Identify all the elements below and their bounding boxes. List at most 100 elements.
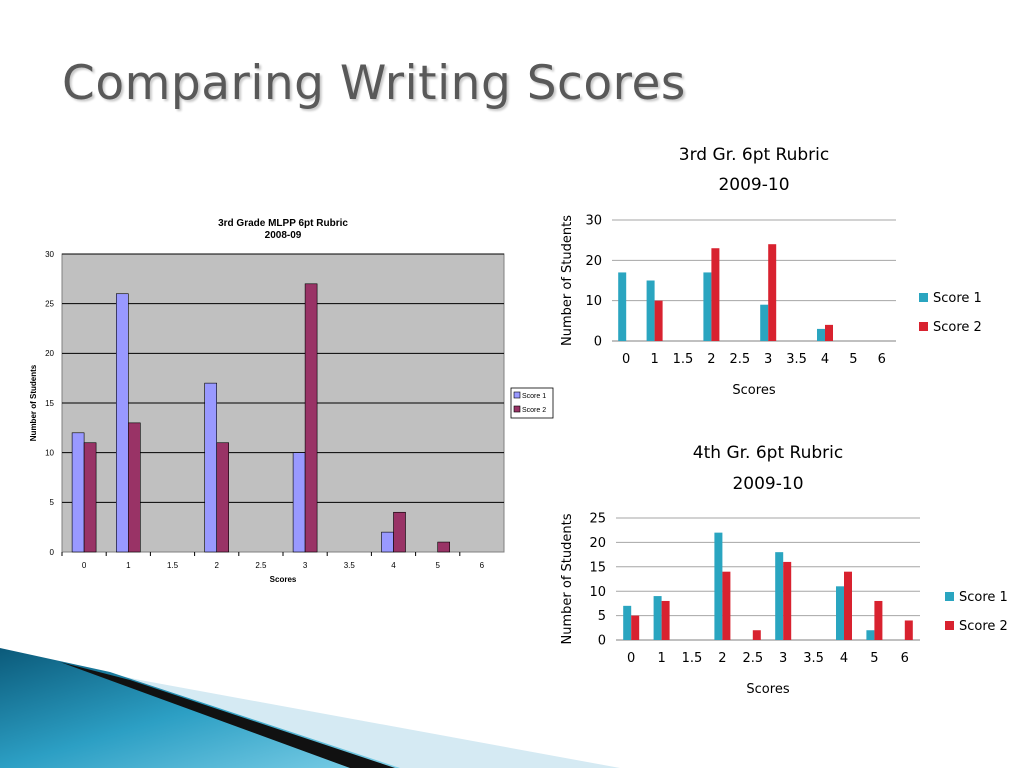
bar-score-2-2-5 <box>752 630 761 640</box>
x-tick-label: 2.5 <box>255 561 267 570</box>
chart-subtitle: 2009-10 <box>732 474 803 494</box>
y-tick-label: 10 <box>45 448 54 457</box>
bar-score-2-3 <box>783 561 792 640</box>
bar-score-2-1 <box>654 300 663 341</box>
legend-swatch-score-2 <box>919 322 928 331</box>
x-tick-label: 5 <box>849 352 857 367</box>
bar-score-1-1 <box>646 280 655 341</box>
y-tick-label: 15 <box>45 399 54 408</box>
legend-swatch-score-1 <box>919 293 928 302</box>
bar-score-1-1 <box>653 596 662 640</box>
bar-score-1-4 <box>381 531 394 553</box>
bar-score-2-4 <box>825 324 833 341</box>
chart-title: 4th Gr. 6pt Rubric <box>693 443 843 463</box>
x-tick-label: 6 <box>878 352 886 367</box>
decor-dark-swoosh <box>60 662 395 768</box>
y-tick-label: 30 <box>45 250 54 259</box>
bar-score-2-1 <box>661 600 670 640</box>
legend-label-score-2: Score 2 <box>933 320 982 335</box>
x-tick-label: 1 <box>657 651 665 666</box>
x-tick-label: 3 <box>303 561 308 570</box>
x-tick-label: 0 <box>627 651 635 666</box>
bar-score-2-2 <box>216 442 229 553</box>
bar-score-2-6 <box>904 620 913 640</box>
bar-score-1-5 <box>866 630 875 640</box>
bar-score-1-3 <box>775 552 784 640</box>
x-tick-label: 3.5 <box>344 561 356 570</box>
bar-score-1-4 <box>836 586 844 640</box>
bar-score-2-0 <box>83 442 97 553</box>
x-tick-label: 5 <box>435 561 440 570</box>
chart-3rd-grade-2008-09: 3rd Grade MLPP 6pt Rubric2008-0905101520… <box>29 218 554 584</box>
bar-score-1-3 <box>760 304 769 341</box>
x-tick-label: 2 <box>718 651 726 666</box>
y-axis-label: Number of Students <box>560 513 575 644</box>
x-tick-label: 4 <box>391 561 396 570</box>
bar-score-1-2 <box>204 382 217 553</box>
y-tick-label: 20 <box>585 254 602 269</box>
legend-label-score-2: Score 2 <box>959 619 1008 634</box>
bar-score-2-5 <box>437 541 451 553</box>
x-tick-label: 3.5 <box>786 352 807 367</box>
x-tick-label: 1 <box>650 352 658 367</box>
y-axis-label: Number of Students <box>29 364 38 441</box>
x-tick-label: 2.5 <box>742 651 763 666</box>
bar-score-2-3 <box>304 283 318 553</box>
y-tick-label: 20 <box>589 536 606 551</box>
legend-label-score-2: Score 2 <box>522 407 546 414</box>
y-tick-label: 5 <box>50 498 55 507</box>
x-tick-label: 0 <box>622 352 630 367</box>
bar-score-2-2 <box>722 571 731 640</box>
chart-subtitle: 2009-10 <box>718 175 789 195</box>
bar-score-2-4 <box>844 571 852 640</box>
y-tick-label: 25 <box>45 299 54 308</box>
bar-score-1-4 <box>817 328 825 341</box>
x-axis-label: Scores <box>746 682 789 697</box>
x-tick-label: 6 <box>901 651 909 666</box>
legend-label-score-1: Score 1 <box>933 291 982 306</box>
x-tick-label: 2.5 <box>729 352 750 367</box>
x-tick-label: 3.5 <box>803 651 824 666</box>
legend-label-score-1: Score 1 <box>959 590 1008 605</box>
chart-title: 3rd Gr. 6pt Rubric <box>679 145 829 165</box>
slide-title: Comparing Writing Scores <box>62 56 686 111</box>
x-tick-label: 3 <box>764 352 772 367</box>
y-tick-label: 30 <box>585 214 602 229</box>
y-tick-label: 0 <box>594 335 602 350</box>
bar-score-1-2 <box>703 272 712 341</box>
x-tick-label: 1 <box>126 561 131 570</box>
y-tick-label: 20 <box>45 349 54 358</box>
x-tick-label: 0 <box>82 561 87 570</box>
bar-score-2-1 <box>128 422 141 553</box>
x-tick-label: 1.5 <box>673 352 694 367</box>
legend-label-score-1: Score 1 <box>522 393 546 400</box>
x-axis-label: Scores <box>270 575 297 584</box>
legend-swatch-score-2 <box>945 621 954 630</box>
slide-corner-decoration <box>0 648 620 768</box>
y-tick-label: 0 <box>50 548 55 557</box>
chart-title: 3rd Grade MLPP 6pt Rubric <box>218 218 348 229</box>
x-tick-label: 6 <box>480 561 485 570</box>
y-tick-label: 25 <box>589 512 606 527</box>
x-tick-label: 2 <box>214 561 219 570</box>
x-tick-label: 3 <box>779 651 787 666</box>
y-tick-label: 10 <box>589 585 606 600</box>
bar-score-2-4 <box>393 511 406 553</box>
x-tick-label: 4 <box>840 651 848 666</box>
y-tick-label: 10 <box>585 294 602 309</box>
y-tick-label: 0 <box>598 634 606 649</box>
bar-score-1-2 <box>714 532 723 640</box>
bar-score-1-0 <box>71 432 85 553</box>
legend-swatch-score-1 <box>945 592 954 601</box>
y-axis-label: Number of Students <box>560 215 575 346</box>
chart-subtitle: 2008-09 <box>265 230 302 241</box>
bar-score-2-0 <box>631 615 640 640</box>
x-tick-label: 5 <box>870 651 878 666</box>
bar-score-1-0 <box>623 605 632 640</box>
x-axis-label: Scores <box>732 383 775 398</box>
bar-score-1-0 <box>618 272 627 341</box>
bar-score-2-2 <box>711 248 720 341</box>
bar-score-1-3 <box>292 452 306 553</box>
legend-box <box>510 387 554 419</box>
